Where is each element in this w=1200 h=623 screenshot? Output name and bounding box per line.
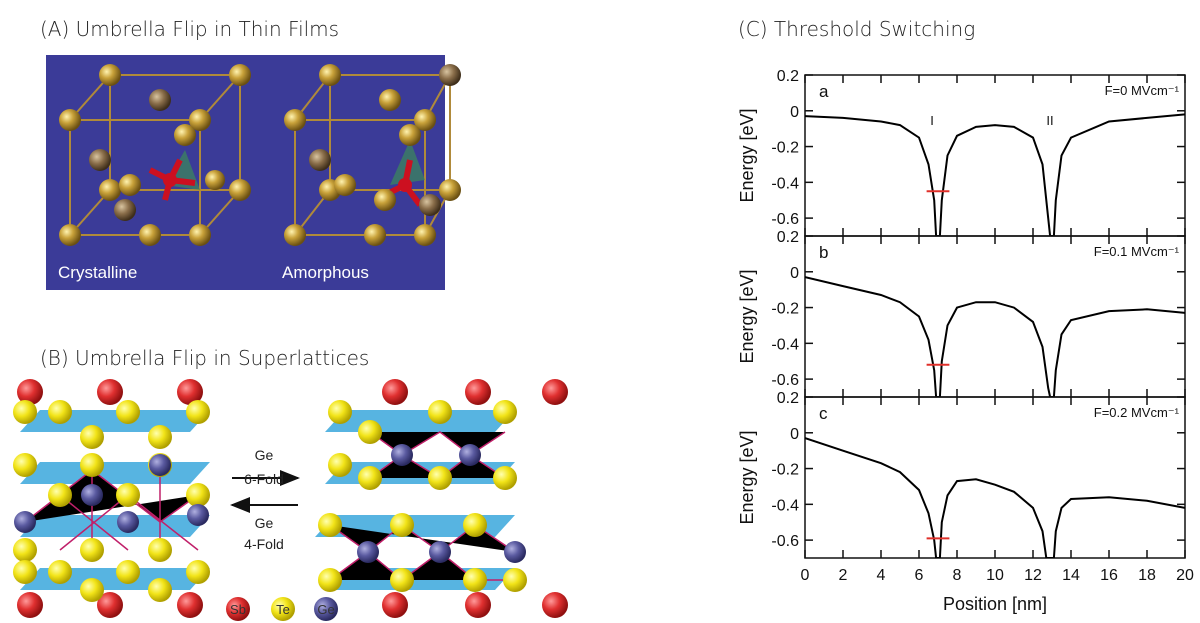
plot-frame (805, 236, 1185, 397)
panel-title: (A) Umbrella Flip in Thin Films (40, 17, 339, 41)
x-tick-label: 20 (1176, 567, 1194, 584)
panel-title: (C) Threshold Switching (738, 17, 975, 41)
y-axis-label: Energy [eV] (737, 269, 757, 363)
y-axis-label: Energy [eV] (737, 430, 757, 524)
y-axis-label: Energy [eV] (737, 108, 757, 202)
legend-label: Ge (317, 602, 334, 617)
energy-line (805, 438, 1185, 558)
y-tick-label: -0.4 (771, 175, 799, 192)
x-tick-label: 8 (953, 567, 962, 584)
panel-letter: c (819, 404, 828, 423)
figure: (A) Umbrella Flip in Thin Films Crystall… (0, 0, 1200, 623)
arrow-label: 6-Fold (244, 471, 284, 487)
x-tick-label: 4 (877, 567, 886, 584)
arrow-label: Ge (255, 447, 274, 463)
panel-title: (B) Umbrella Flip in Superlattices (40, 346, 369, 370)
y-tick-label: -0.2 (771, 140, 799, 157)
y-tick-label: 0 (790, 265, 799, 282)
y-tick-label: -0.6 (771, 533, 799, 550)
x-tick-label: 6 (915, 567, 924, 584)
y-tick-label: 0.2 (777, 390, 799, 407)
y-tick-label: -0.4 (771, 336, 799, 353)
crystal-image: Crystalline Amorphous (46, 55, 461, 290)
well-label: I (930, 113, 934, 128)
panel-letter: b (819, 243, 828, 262)
plot-frame (805, 75, 1185, 236)
y-tick-label: 0.2 (777, 68, 799, 85)
x-tick-label: 12 (1024, 567, 1042, 584)
x-tick-label: 2 (839, 567, 848, 584)
x-axis-label: Position [nm] (943, 594, 1047, 614)
superlattice-diagram: Ge 6-Fold Ge 4-Fold Sb Te Ge (13, 379, 568, 621)
image-label: Amorphous (282, 263, 369, 282)
energy-line (805, 114, 1185, 236)
x-tick-label: 0 (801, 567, 810, 584)
x-tick-label: 14 (1062, 567, 1080, 584)
field-label: F=0.1 MVcm⁻¹ (1094, 244, 1180, 259)
y-tick-label: -0.6 (771, 372, 799, 389)
plot-frame (805, 397, 1185, 558)
x-tick-label: 18 (1138, 567, 1156, 584)
y-tick-label: -0.2 (771, 462, 799, 479)
arrow-label: 4-Fold (244, 536, 284, 552)
y-tick-label: -0.2 (771, 301, 799, 318)
x-tick-label: 16 (1100, 567, 1118, 584)
legend-label: Te (276, 602, 290, 617)
energy-line (805, 277, 1185, 397)
image-label: Crystalline (58, 263, 137, 282)
legend-label: Sb (230, 602, 246, 617)
y-tick-label: 0.2 (777, 229, 799, 246)
y-tick-label: -0.4 (771, 497, 799, 514)
field-label: F=0.2 MVcm⁻¹ (1094, 405, 1180, 420)
y-tick-label: 0 (790, 104, 799, 121)
x-tick-label: 10 (986, 567, 1004, 584)
field-label: F=0 MVcm⁻¹ (1105, 83, 1180, 98)
arrow-label: Ge (255, 515, 274, 531)
panel-letter: a (819, 82, 829, 101)
y-tick-label: -0.6 (771, 211, 799, 228)
y-tick-label: 0 (790, 426, 799, 443)
well-label: II (1046, 113, 1053, 128)
